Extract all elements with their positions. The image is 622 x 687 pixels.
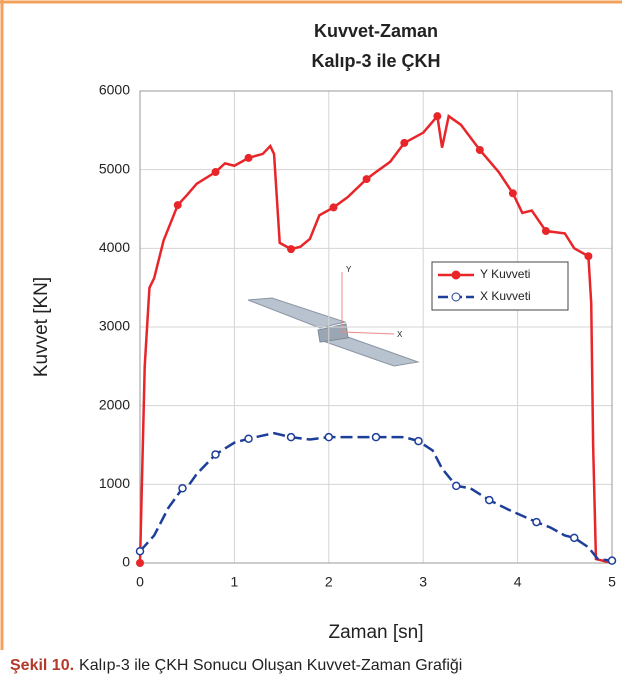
y-tick-label: 2000 <box>99 396 130 412</box>
y-tick-label: 4000 <box>99 239 130 255</box>
x-tick-label: 5 <box>608 574 616 590</box>
caption: Şekil 10. Kalıp-3 ile ÇKH Sonucu Oluşan K… <box>10 657 462 674</box>
inset-plate <box>248 298 345 328</box>
point-marker <box>136 559 144 567</box>
point-marker <box>609 557 616 564</box>
y-tick-label: 3000 <box>99 318 130 334</box>
point-marker <box>509 189 517 197</box>
point-marker <box>137 548 144 555</box>
x-tick-label: 1 <box>231 574 239 590</box>
inset-axis <box>342 332 394 334</box>
x-tick-label: 2 <box>325 574 333 590</box>
point-marker <box>415 438 422 445</box>
caption-label: Şekil 10. <box>10 657 74 674</box>
point-marker <box>533 519 540 526</box>
point-marker <box>325 434 332 441</box>
legend-label: Y Kuvveti <box>480 267 530 281</box>
point-marker <box>373 434 380 441</box>
point-marker <box>212 168 220 176</box>
point-marker <box>584 252 592 260</box>
legend-marker <box>452 271 460 279</box>
inset-diagram: Y X <box>248 265 418 366</box>
point-marker <box>453 482 460 489</box>
inset-label: Y <box>346 265 352 274</box>
y-tick-label: 5000 <box>99 160 130 176</box>
point-marker <box>542 227 550 235</box>
point-marker <box>245 435 252 442</box>
point-marker <box>363 175 371 183</box>
point-marker <box>400 139 408 147</box>
inset-plate <box>320 336 418 366</box>
point-marker <box>212 451 219 458</box>
point-marker <box>174 201 182 209</box>
point-marker <box>288 434 295 441</box>
chart: Kuvvet-Zaman Kalıp-3 ile ÇKH Kuvvet [KN]… <box>0 0 622 687</box>
inset-label: X <box>397 330 403 339</box>
point-marker <box>245 154 253 162</box>
caption-text: Kalıp-3 ile ÇKH Sonucu Oluşan Kuvvet-Zam… <box>79 657 462 674</box>
chart-subtitle: Kalıp-3 ile ÇKH <box>311 51 440 71</box>
point-marker <box>179 485 186 492</box>
point-marker <box>433 112 441 120</box>
chart-title: Kuvvet-Zaman <box>314 21 438 41</box>
legend-marker <box>452 293 460 301</box>
point-marker <box>287 245 295 253</box>
x-tick-label: 0 <box>136 574 144 590</box>
y-tick-label: 1000 <box>99 475 130 491</box>
y-tick-label: 6000 <box>99 82 130 98</box>
point-marker <box>571 534 578 541</box>
legend-label: X Kuvveti <box>480 289 531 303</box>
y-axis-label: Kuvvet [KN] <box>31 277 52 377</box>
x-tick-label: 3 <box>419 574 427 590</box>
point-marker <box>486 497 493 504</box>
x-tick-label: 4 <box>514 574 522 590</box>
x-axis-label: Zaman [sn] <box>328 622 423 643</box>
series-line <box>140 116 612 563</box>
series-line <box>140 433 612 560</box>
point-marker <box>476 146 484 154</box>
point-marker <box>330 203 338 211</box>
y-tick-label: 0 <box>122 554 130 570</box>
